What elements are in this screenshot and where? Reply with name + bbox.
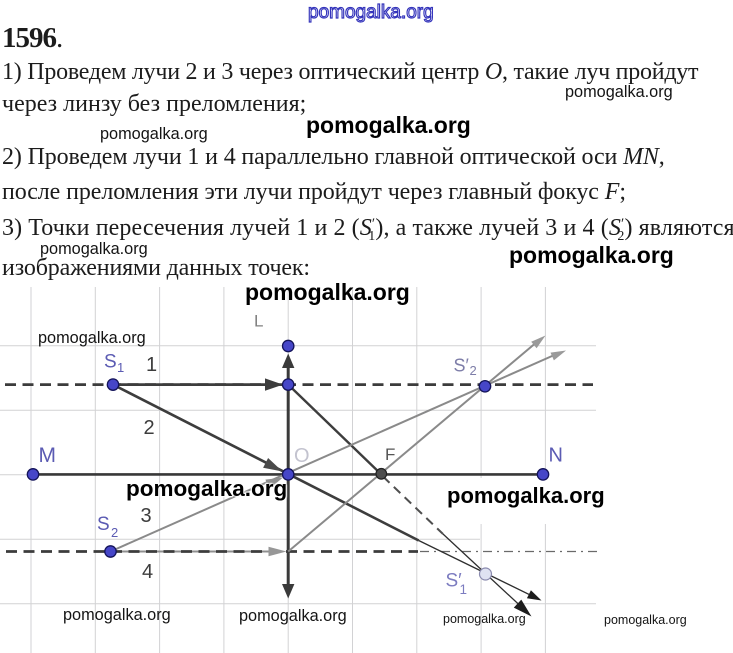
svg-text:1: 1 [146,354,157,376]
svg-text:1: 1 [117,360,124,375]
svg-text:N: N [549,445,563,467]
svg-text:S: S [97,514,110,535]
svg-text:O: O [294,445,310,467]
svg-text:4: 4 [142,561,153,583]
svg-text:2: 2 [111,525,118,540]
svg-text:L: L [254,312,263,331]
svg-text:S: S [104,352,117,373]
svg-text:S′: S′ [454,356,470,376]
svg-text:S′: S′ [446,571,463,592]
svg-text:M: M [39,444,57,467]
svg-text:2: 2 [470,363,477,378]
svg-text:2: 2 [144,417,155,439]
svg-text:3: 3 [141,505,152,527]
svg-text:F: F [385,445,395,464]
svg-text:1: 1 [460,582,468,597]
